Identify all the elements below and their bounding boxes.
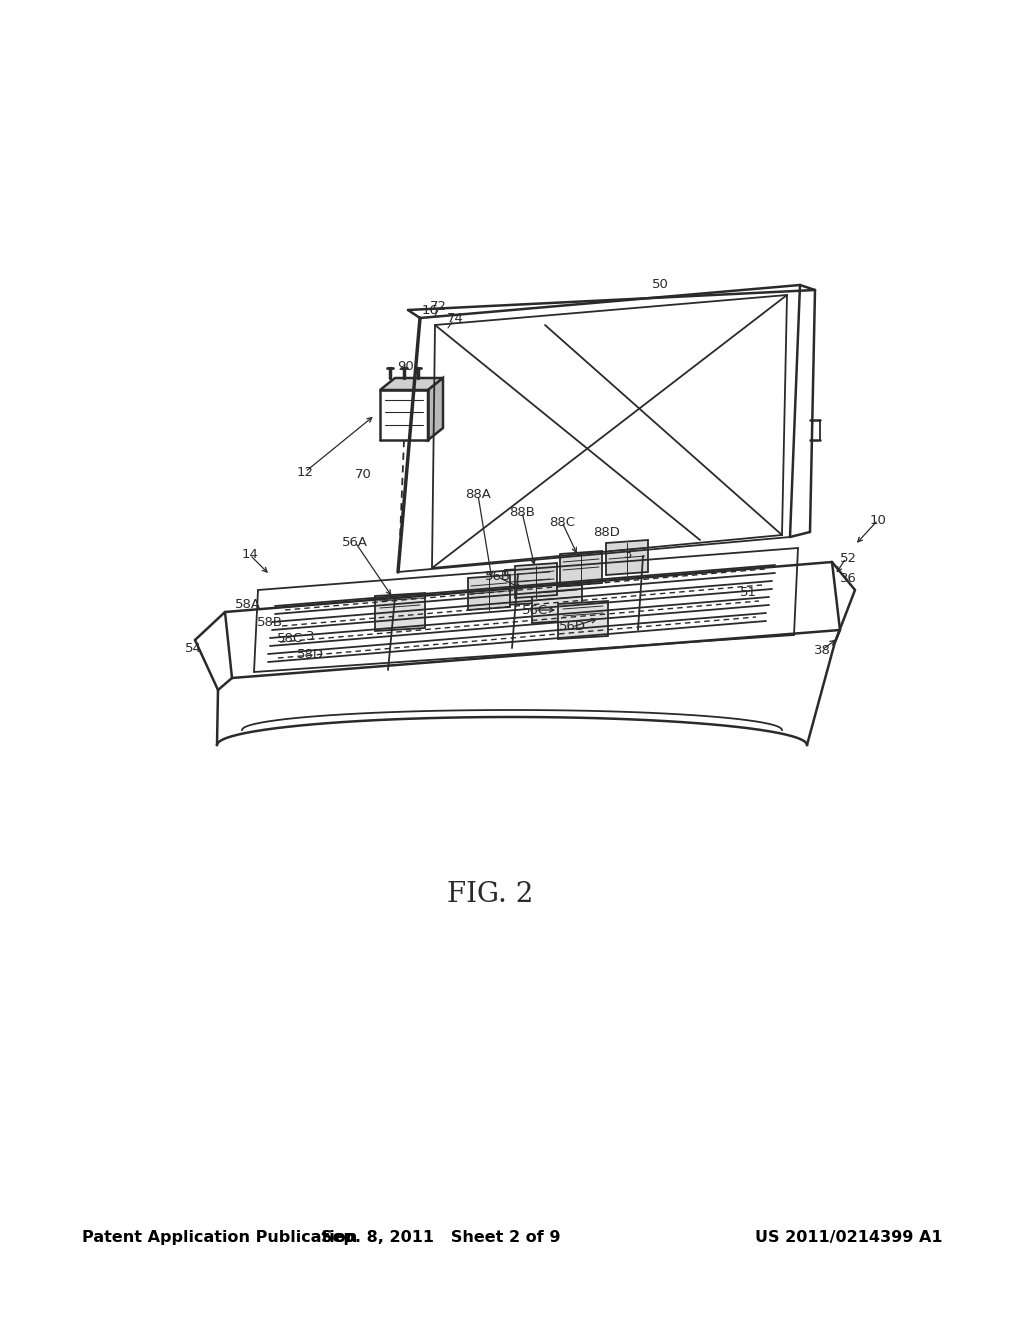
Text: 51: 51 bbox=[739, 586, 757, 598]
Text: 56A: 56A bbox=[342, 536, 368, 549]
Polygon shape bbox=[428, 378, 443, 440]
Text: 56C: 56C bbox=[522, 603, 548, 616]
Text: 3: 3 bbox=[624, 549, 632, 561]
Polygon shape bbox=[375, 593, 425, 631]
Text: 58C: 58C bbox=[276, 631, 303, 644]
Text: 90: 90 bbox=[396, 359, 414, 372]
Text: 70: 70 bbox=[354, 469, 372, 482]
Polygon shape bbox=[560, 550, 602, 586]
Polygon shape bbox=[515, 564, 557, 598]
Text: 74: 74 bbox=[446, 312, 464, 325]
Text: FIG. 2: FIG. 2 bbox=[446, 882, 534, 908]
Polygon shape bbox=[505, 568, 555, 605]
Text: 56B: 56B bbox=[485, 570, 511, 583]
Text: 72: 72 bbox=[429, 300, 446, 313]
Text: 50: 50 bbox=[651, 279, 669, 292]
Polygon shape bbox=[606, 540, 648, 576]
Text: 88D: 88D bbox=[594, 527, 621, 540]
Text: Patent Application Publication: Patent Application Publication bbox=[82, 1230, 357, 1245]
Polygon shape bbox=[558, 601, 608, 639]
Text: 58B: 58B bbox=[257, 615, 283, 628]
Text: 88C: 88C bbox=[549, 516, 575, 528]
Text: 54: 54 bbox=[184, 642, 202, 655]
Text: 88A: 88A bbox=[465, 488, 490, 502]
Text: 10: 10 bbox=[869, 513, 887, 527]
Polygon shape bbox=[380, 378, 443, 389]
Text: 3: 3 bbox=[306, 631, 314, 644]
Text: 12: 12 bbox=[297, 466, 313, 479]
Text: Sep. 8, 2011   Sheet 2 of 9: Sep. 8, 2011 Sheet 2 of 9 bbox=[321, 1230, 560, 1245]
Text: 56D: 56D bbox=[558, 620, 586, 634]
Text: 36: 36 bbox=[840, 572, 857, 585]
Text: 14: 14 bbox=[242, 549, 258, 561]
Text: 88B: 88B bbox=[509, 506, 535, 519]
Polygon shape bbox=[532, 585, 582, 623]
Text: 58A: 58A bbox=[234, 598, 261, 611]
Polygon shape bbox=[468, 576, 510, 610]
Text: US 2011/0214399 A1: US 2011/0214399 A1 bbox=[755, 1230, 942, 1245]
Text: 38: 38 bbox=[813, 644, 830, 656]
Text: 52: 52 bbox=[840, 552, 857, 565]
Text: 16: 16 bbox=[422, 304, 438, 317]
Text: 58D: 58D bbox=[297, 648, 324, 661]
